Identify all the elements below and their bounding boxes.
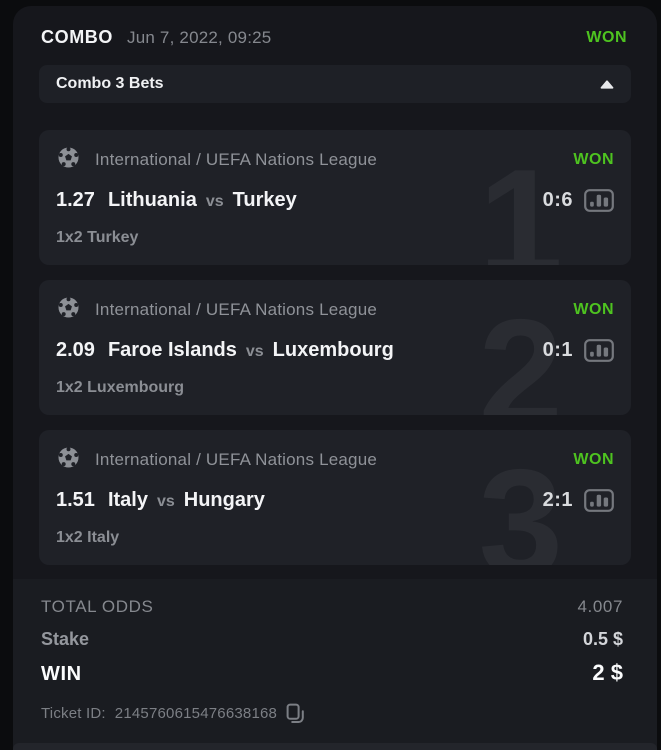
home-team: Italy [107, 489, 148, 511]
bet-card: 3 International [39, 430, 631, 565]
total-odds-row: TOTAL ODDS 4.007 [41, 597, 623, 617]
score-group: 2:1 [543, 489, 614, 512]
league-row: International / UEFA Nations League WON [56, 445, 614, 475]
bet-odds: 2.09 [56, 339, 95, 361]
match-score: 0:1 [542, 339, 573, 361]
away-team: Hungary [183, 489, 265, 511]
chevron-up-icon[interactable] [600, 79, 614, 89]
bet-number-watermark: 3 [478, 438, 563, 565]
league-row: International / UEFA Nations League WON [56, 145, 614, 175]
soccer-ball-icon [56, 295, 81, 325]
stats-icon[interactable] [584, 189, 614, 212]
match-score: 0:6 [542, 189, 573, 211]
bet-status-badge: WON [573, 301, 614, 318]
bet-odds: 1.51 [56, 489, 95, 511]
stats-icon[interactable] [584, 489, 614, 512]
match-row: 1.27 Lithuania vs Turkey 0:6 [56, 189, 614, 212]
stake-value: 0.5 $ [582, 629, 623, 649]
away-team: Luxembourg [272, 339, 394, 361]
match-row: 2.09 Faroe Islands vs Luxembourg 0:1 [56, 339, 614, 362]
bet-status-badge: WON [573, 451, 614, 468]
score-group: 0:6 [543, 189, 614, 212]
win-row: WIN 2 $ [41, 660, 623, 686]
bet-number-watermark: 1 [478, 138, 563, 265]
ticket-status-badge: WON [586, 28, 627, 46]
win-label: WIN [41, 663, 82, 685]
ticket-header: COMBO Jun 7, 2022, 09:25 WON [13, 6, 657, 64]
vs-label: vs [156, 493, 175, 510]
combo-bets-toggle[interactable]: Combo 3 Bets [39, 65, 631, 103]
vs-label: vs [205, 193, 224, 210]
stake-row: Stake 0.5 $ [41, 629, 623, 650]
league-name: International / UEFA Nations League [95, 450, 378, 469]
match-teams: Italy vs Hungary [108, 489, 265, 512]
soccer-ball-icon [56, 445, 81, 475]
total-odds-label: TOTAL ODDS [41, 597, 154, 616]
bet-card: 1 International [39, 130, 631, 265]
panel-bottom-edge [13, 743, 657, 750]
ticket-id-value: 2145760615476638168 [114, 705, 278, 722]
bet-odds: 1.27 [56, 189, 95, 211]
away-team: Turkey [232, 189, 297, 211]
match-row: 1.51 Italy vs Hungary 2:1 [56, 489, 614, 512]
bet-ticket-panel: COMBO Jun 7, 2022, 09:25 WON Combo 3 Bet… [13, 6, 657, 750]
league-name: International / UEFA Nations League [95, 300, 378, 319]
bet-list: 1 International [39, 130, 631, 565]
ticket-summary: TOTAL ODDS 4.007 Stake 0.5 $ WIN 2 $ Tic… [13, 579, 657, 750]
combo-bets-label: Combo 3 Bets [56, 75, 164, 92]
bet-number-watermark: 2 [478, 288, 563, 415]
soccer-ball-icon [56, 145, 81, 175]
ticket-id-row: Ticket ID: 2145760615476638168 [41, 703, 623, 724]
bet-pick: 1x2 Italy [56, 529, 120, 546]
ticket-type-label: COMBO [41, 27, 113, 47]
bet-status-badge: WON [573, 151, 614, 168]
league-row: International / UEFA Nations League WON [56, 295, 614, 325]
league-name: International / UEFA Nations League [95, 150, 378, 169]
match-score: 2:1 [542, 489, 573, 511]
home-team: Lithuania [107, 189, 197, 211]
stake-label: Stake [41, 629, 90, 649]
stats-icon[interactable] [584, 339, 614, 362]
ticket-id-label: Ticket ID: [41, 705, 106, 722]
home-team: Faroe Islands [107, 339, 237, 361]
copy-icon[interactable] [286, 703, 305, 724]
ticket-date: Jun 7, 2022, 09:25 [127, 27, 272, 47]
bet-card: 2 International [39, 280, 631, 415]
bet-pick: 1x2 Turkey [56, 229, 139, 246]
win-value: 2 $ [592, 660, 623, 685]
vs-label: vs [245, 343, 264, 360]
total-odds-value: 4.007 [577, 597, 623, 616]
score-group: 0:1 [543, 339, 614, 362]
bet-pick: 1x2 Luxembourg [56, 379, 185, 396]
match-teams: Faroe Islands vs Luxembourg [108, 339, 394, 362]
match-teams: Lithuania vs Turkey [108, 189, 297, 212]
